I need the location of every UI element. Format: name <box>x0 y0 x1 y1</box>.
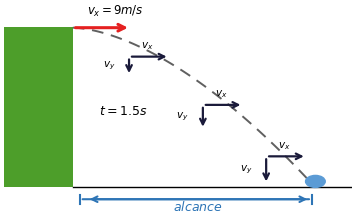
Circle shape <box>306 175 325 187</box>
Text: $v_x = 9m/s$: $v_x = 9m/s$ <box>87 4 144 19</box>
Text: $v_y$: $v_y$ <box>240 164 252 176</box>
Text: $alcance$: $alcance$ <box>173 200 222 214</box>
Text: $v_y$: $v_y$ <box>103 60 115 72</box>
Text: $v_x$: $v_x$ <box>141 40 154 52</box>
Text: $v_x$: $v_x$ <box>215 88 227 100</box>
Text: $t = 1.5s$: $t = 1.5s$ <box>99 105 148 118</box>
Text: $v_y$: $v_y$ <box>176 111 189 123</box>
Text: $v_x$: $v_x$ <box>278 140 291 152</box>
Bar <box>4 27 73 187</box>
